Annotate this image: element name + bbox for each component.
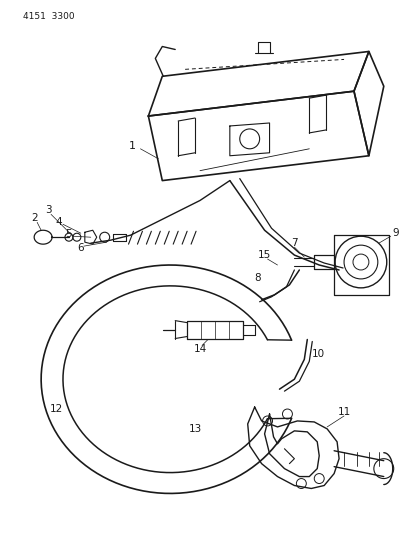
Text: 7: 7 [290, 238, 297, 248]
Text: 13: 13 [188, 424, 201, 434]
Text: 4151  3300: 4151 3300 [23, 12, 75, 21]
Text: 5: 5 [65, 229, 72, 239]
Text: 3: 3 [45, 205, 51, 215]
Text: 2: 2 [31, 213, 37, 223]
Text: 12: 12 [49, 404, 63, 414]
Text: 14: 14 [193, 344, 206, 354]
Text: 11: 11 [337, 407, 350, 417]
Text: 8: 8 [254, 273, 260, 283]
Text: 6: 6 [77, 243, 84, 253]
Text: 1: 1 [129, 141, 136, 151]
Text: 9: 9 [392, 228, 398, 238]
Text: 10: 10 [312, 350, 325, 359]
Text: 4: 4 [56, 217, 62, 227]
Text: 15: 15 [257, 250, 271, 260]
